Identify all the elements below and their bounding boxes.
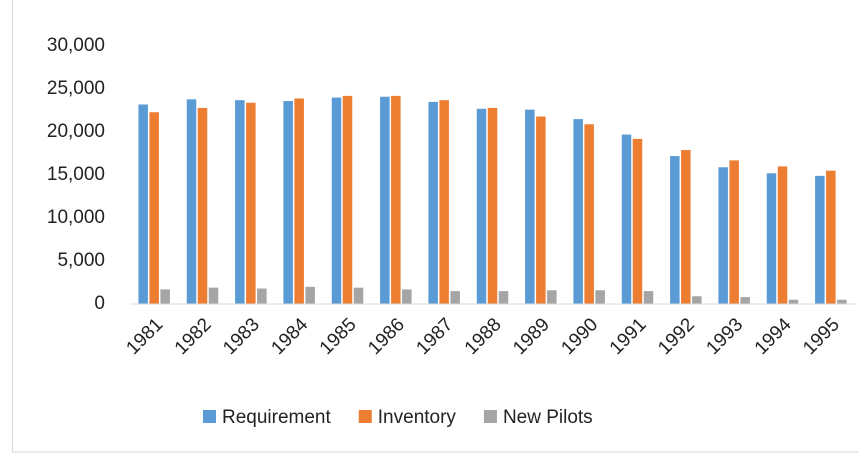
bar: [391, 95, 401, 304]
y-tick-label: 20,000: [47, 121, 105, 142]
bar: [294, 98, 304, 305]
bar: [380, 96, 390, 305]
legend-swatch: [203, 410, 216, 423]
bar: [197, 107, 208, 304]
bar: [525, 109, 535, 304]
y-tick-label: 5,000: [57, 250, 105, 271]
bar: [536, 116, 546, 305]
bar: [595, 290, 605, 304]
bar: [729, 160, 739, 304]
bar: [257, 288, 267, 304]
bar: [160, 289, 170, 304]
bar: [547, 290, 557, 304]
legend-swatch: [483, 410, 497, 423]
bar: [450, 291, 460, 304]
bar: [837, 299, 847, 304]
bar: [621, 134, 632, 304]
bar: [138, 104, 148, 304]
y-tick-label: 0: [94, 293, 105, 314]
y-tick-label: 15,000: [47, 164, 105, 185]
bar: [208, 287, 219, 304]
bar: [826, 170, 836, 304]
bar: [498, 291, 509, 304]
bar: [428, 101, 438, 305]
bar: [670, 156, 680, 304]
y-tick-label: 25,000: [47, 78, 105, 99]
legend-label: Inventory: [378, 407, 457, 428]
bar: [643, 291, 654, 304]
bar: [283, 101, 293, 304]
y-tick-label: 10,000: [47, 207, 105, 228]
bar: [573, 119, 583, 304]
bar: [235, 100, 245, 305]
bar: [632, 138, 643, 304]
bar: [692, 296, 702, 304]
bar: [342, 95, 353, 304]
bar: [788, 299, 799, 304]
bar: [305, 286, 315, 304]
bar: [439, 100, 449, 305]
bar: [476, 108, 487, 304]
bar: [149, 112, 159, 304]
bar: [353, 287, 364, 304]
legend-label: New Pilots: [503, 407, 593, 428]
bar: [815, 175, 825, 304]
bar: [246, 102, 256, 304]
bar: [487, 107, 498, 304]
bar: [740, 297, 750, 304]
bar: [766, 173, 777, 304]
y-tick-label: 30,000: [47, 35, 105, 56]
legend-swatch: [358, 410, 372, 423]
legend-label: Requirement: [222, 407, 331, 428]
bar: [777, 166, 788, 304]
bar: [718, 167, 728, 304]
bar: [331, 97, 342, 304]
bar: [681, 150, 691, 304]
bar: [584, 124, 594, 304]
bar: [186, 99, 197, 304]
bar: [402, 289, 412, 304]
